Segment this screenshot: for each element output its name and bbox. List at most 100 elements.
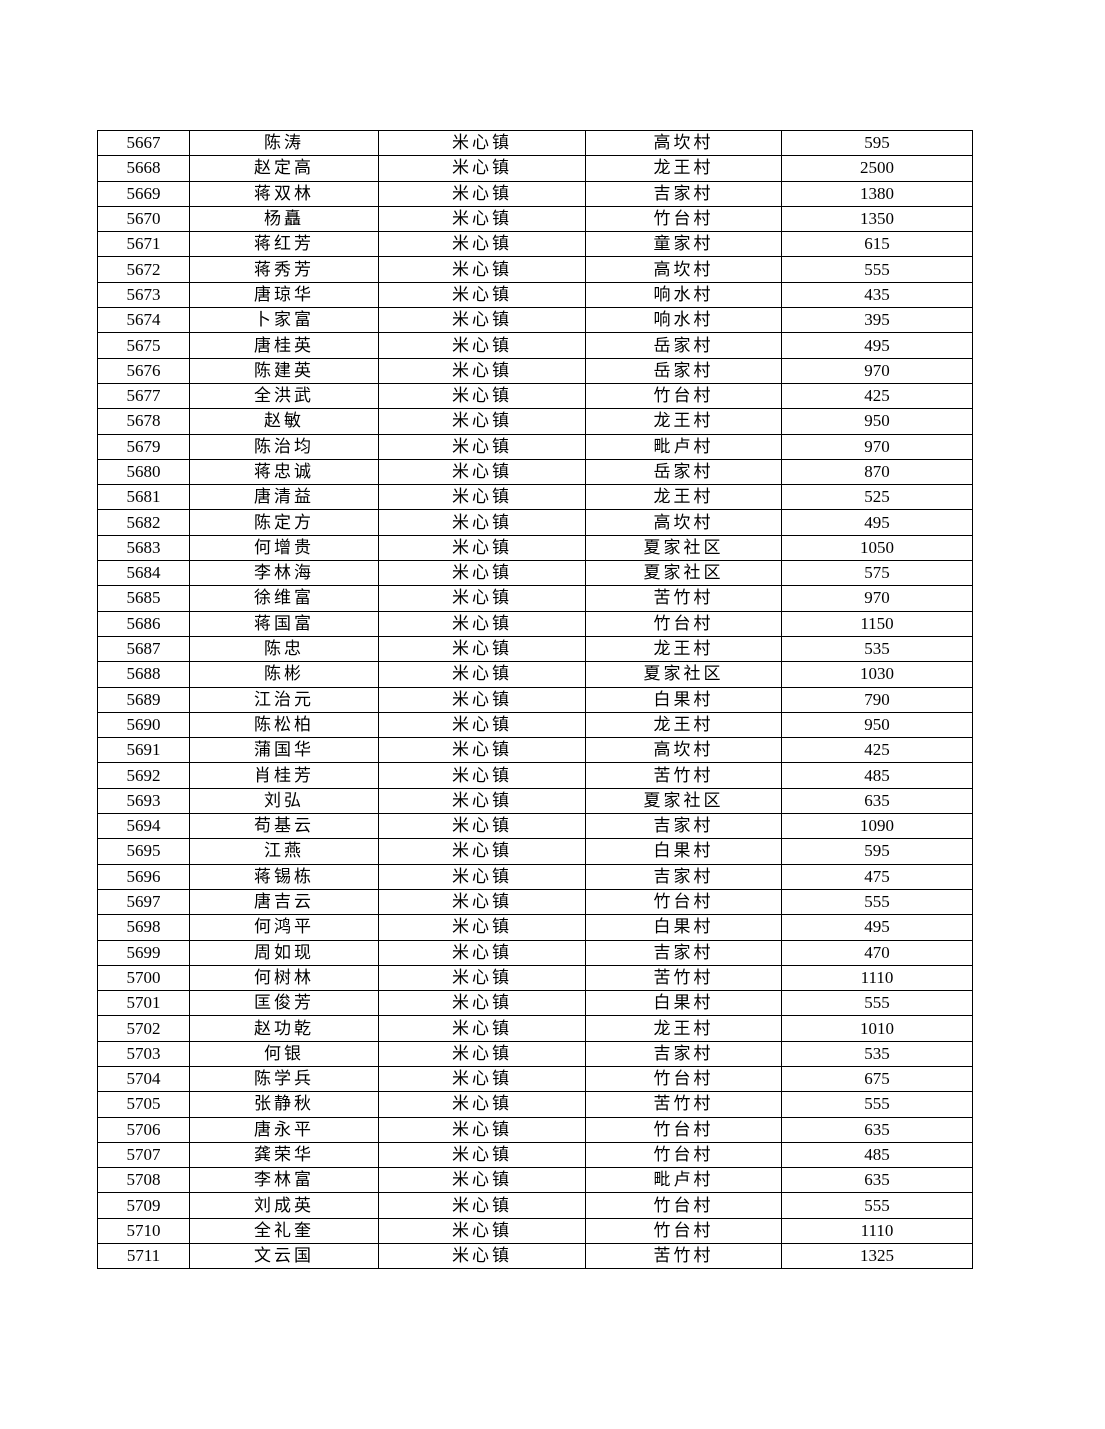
village-cell: 高坎村 bbox=[585, 737, 782, 764]
town-cell: 米心镇 bbox=[378, 129, 586, 157]
name-cell: 陈涛 bbox=[189, 129, 379, 157]
amount-cell: 485 bbox=[781, 1141, 973, 1169]
name-cell: 卜家富 bbox=[189, 307, 379, 334]
amount-cell: 595 bbox=[781, 129, 973, 157]
amount-cell: 675 bbox=[781, 1065, 973, 1093]
town-cell: 米心镇 bbox=[378, 813, 586, 840]
village-cell: 毗卢村 bbox=[585, 433, 782, 460]
amount-cell: 555 bbox=[781, 1192, 973, 1219]
row-number-cell: 5694 bbox=[97, 813, 190, 840]
name-cell: 周如现 bbox=[189, 939, 379, 966]
table-row: 5679 陈治均 米心镇 毗卢村 970 bbox=[97, 433, 973, 460]
row-number-cell: 5698 bbox=[97, 914, 190, 941]
row-number-cell: 5673 bbox=[97, 281, 190, 309]
town-cell: 米心镇 bbox=[378, 1065, 586, 1093]
row-number-cell: 5689 bbox=[97, 686, 190, 713]
table-row: 5676 陈建英 米心镇 岳家村 970 bbox=[97, 357, 973, 384]
amount-cell: 1325 bbox=[781, 1243, 973, 1270]
table-row: 5700 何树林 米心镇 苦竹村 1110 bbox=[97, 964, 973, 992]
name-cell: 文云国 bbox=[189, 1243, 379, 1270]
name-cell: 全礼奎 bbox=[189, 1217, 379, 1245]
name-cell: 何鸿平 bbox=[189, 914, 379, 941]
table-row: 5697 唐吉云 米心镇 竹台村 555 bbox=[97, 888, 973, 916]
village-cell: 白果村 bbox=[585, 990, 782, 1017]
village-cell: 岳家村 bbox=[585, 357, 782, 384]
name-cell: 杨矗 bbox=[189, 205, 379, 233]
amount-cell: 495 bbox=[781, 332, 973, 359]
village-cell: 竹台村 bbox=[585, 382, 782, 410]
name-cell: 江治元 bbox=[189, 686, 379, 713]
row-number-cell: 5679 bbox=[97, 433, 190, 460]
amount-cell: 950 bbox=[781, 711, 973, 739]
row-number-cell: 5699 bbox=[97, 939, 190, 966]
name-cell: 蒋忠诚 bbox=[189, 458, 379, 486]
table-row: 5703 何银 米心镇 吉家村 535 bbox=[97, 1040, 973, 1067]
amount-cell: 555 bbox=[781, 990, 973, 1017]
name-cell: 蒋国富 bbox=[189, 610, 379, 637]
amount-cell: 535 bbox=[781, 1040, 973, 1067]
name-cell: 陈松柏 bbox=[189, 711, 379, 739]
village-cell: 竹台村 bbox=[585, 888, 782, 916]
table-row: 5678 赵敏 米心镇 龙王村 950 bbox=[97, 408, 973, 435]
name-cell: 蒲国华 bbox=[189, 737, 379, 764]
table-row: 5681 唐清益 米心镇 龙王村 525 bbox=[97, 484, 973, 511]
table-row: 5711 文云国 米心镇 苦竹村 1325 bbox=[97, 1243, 973, 1270]
row-number-cell: 5705 bbox=[97, 1091, 190, 1118]
name-cell: 赵功乾 bbox=[189, 1015, 379, 1042]
village-cell: 竹台村 bbox=[585, 1192, 782, 1219]
amount-cell: 790 bbox=[781, 686, 973, 713]
name-cell: 肖桂芳 bbox=[189, 762, 379, 789]
town-cell: 米心镇 bbox=[378, 990, 586, 1017]
name-cell: 陈学兵 bbox=[189, 1065, 379, 1093]
table-row: 5677 全洪武 米心镇 竹台村 425 bbox=[97, 382, 973, 410]
town-cell: 米心镇 bbox=[378, 661, 586, 688]
name-cell: 陈忠 bbox=[189, 635, 379, 663]
table-row: 5687 陈忠 米心镇 龙王村 535 bbox=[97, 635, 973, 663]
town-cell: 米心镇 bbox=[378, 1116, 586, 1143]
town-cell: 米心镇 bbox=[378, 1192, 586, 1219]
town-cell: 米心镇 bbox=[378, 1091, 586, 1118]
row-number-cell: 5676 bbox=[97, 357, 190, 384]
name-cell: 苟基云 bbox=[189, 813, 379, 840]
row-number-cell: 5681 bbox=[97, 484, 190, 511]
name-cell: 唐吉云 bbox=[189, 888, 379, 916]
town-cell: 米心镇 bbox=[378, 382, 586, 410]
name-cell: 何增贵 bbox=[189, 534, 379, 562]
row-number-cell: 5680 bbox=[97, 458, 190, 486]
table-row: 5668 赵定高 米心镇 龙王村 2500 bbox=[97, 155, 973, 182]
row-number-cell: 5691 bbox=[97, 737, 190, 764]
row-number-cell: 5675 bbox=[97, 332, 190, 359]
amount-cell: 525 bbox=[781, 484, 973, 511]
amount-cell: 1150 bbox=[781, 610, 973, 637]
amount-cell: 1010 bbox=[781, 1015, 973, 1042]
village-cell: 高坎村 bbox=[585, 129, 782, 157]
village-cell: 苦竹村 bbox=[585, 762, 782, 789]
village-cell: 夏家社区 bbox=[585, 560, 782, 587]
table-row: 5699 周如现 米心镇 吉家村 470 bbox=[97, 939, 973, 966]
village-cell: 白果村 bbox=[585, 838, 782, 865]
amount-cell: 495 bbox=[781, 914, 973, 941]
row-number-cell: 5688 bbox=[97, 661, 190, 688]
village-cell: 苦竹村 bbox=[585, 1243, 782, 1270]
name-cell: 何银 bbox=[189, 1040, 379, 1067]
village-cell: 吉家村 bbox=[585, 180, 782, 207]
name-cell: 赵定高 bbox=[189, 155, 379, 182]
table-row: 5685 徐维富 米心镇 苦竹村 970 bbox=[97, 585, 973, 612]
amount-cell: 1380 bbox=[781, 180, 973, 207]
village-cell: 岳家村 bbox=[585, 332, 782, 359]
row-number-cell: 5671 bbox=[97, 231, 190, 258]
amount-cell: 535 bbox=[781, 635, 973, 663]
village-cell: 苦竹村 bbox=[585, 585, 782, 612]
village-cell: 龙王村 bbox=[585, 155, 782, 182]
town-cell: 米心镇 bbox=[378, 787, 586, 815]
town-cell: 米心镇 bbox=[378, 560, 586, 587]
table-row: 5682 陈定方 米心镇 高坎村 495 bbox=[97, 509, 973, 536]
name-cell: 唐桂英 bbox=[189, 332, 379, 359]
row-number-cell: 5709 bbox=[97, 1192, 190, 1219]
row-number-cell: 5697 bbox=[97, 888, 190, 916]
town-cell: 米心镇 bbox=[378, 205, 586, 233]
amount-cell: 575 bbox=[781, 560, 973, 587]
table-row: 5702 赵功乾 米心镇 龙王村 1010 bbox=[97, 1015, 973, 1042]
row-number-cell: 5703 bbox=[97, 1040, 190, 1067]
row-number-cell: 5674 bbox=[97, 307, 190, 334]
